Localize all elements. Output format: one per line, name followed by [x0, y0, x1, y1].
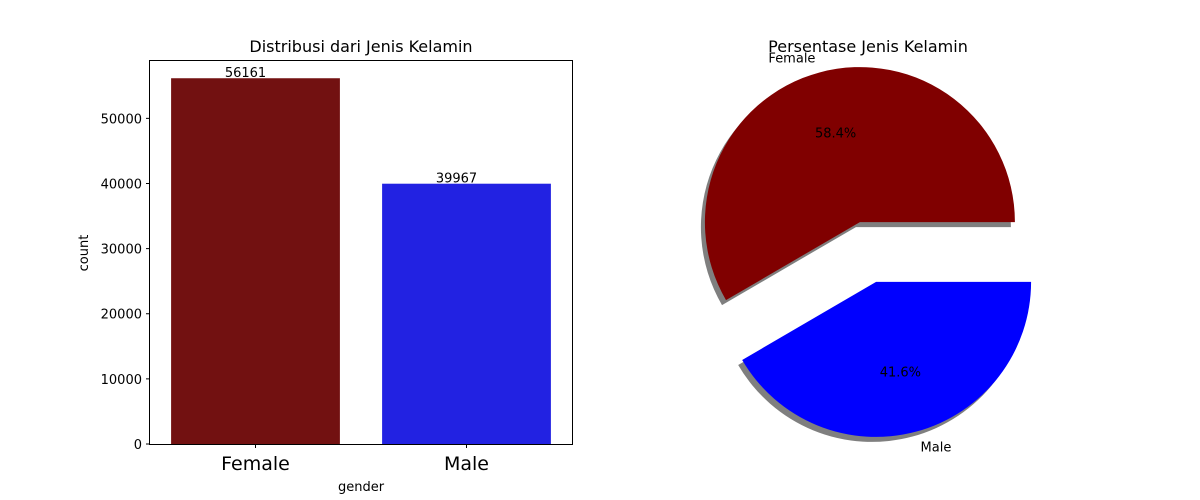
pie-slices [704, 67, 1032, 437]
pie-label-male: Male [921, 441, 952, 456]
bar-y-axis-label: count [77, 235, 92, 272]
bar-x-tick-label: Female [221, 453, 290, 475]
bar-male [382, 183, 551, 444]
bar-y-tick-label: 50000 [101, 112, 142, 127]
pie-slice-female [704, 67, 1015, 301]
bar-value-label: 39967 [436, 172, 477, 187]
bar-y-tick-label: 30000 [101, 243, 142, 258]
bar-x-tick-label: Male [444, 453, 489, 475]
bar-marks: 56161 39967 [171, 66, 551, 444]
bar-y-tick-label: 0 [134, 438, 142, 453]
bar-y-tick-label: 10000 [101, 373, 142, 388]
pie-pct-label-female: 58.4% [815, 126, 856, 141]
pie-chart-title: Persentase Jenis Kelamin [768, 37, 968, 56]
bar-female [171, 78, 340, 444]
bar-y-tick-label: 20000 [101, 308, 142, 323]
pie-pct-label-male: 41.6% [880, 366, 921, 381]
bar-x-axis-label: gender [338, 480, 385, 495]
pie-label-female: Female [768, 51, 815, 66]
bar-value-label: 56161 [225, 66, 266, 81]
bar-plot-frame [149, 60, 573, 445]
pie-chart: Persentase Jenis Kelamin 58.4% Female 41.6… [700, 37, 1032, 456]
bar-y-axis: 0 10000 20000 30000 40000 50000 [101, 112, 150, 453]
pie-slice-male [742, 281, 1032, 437]
bar-chart-title: Distribusi dari Jenis Kelamin [249, 37, 472, 56]
bar-chart: Distribusi dari Jenis Kelamin 56161 39967… [77, 37, 573, 495]
bar-y-tick-label: 40000 [101, 177, 142, 192]
pie-labels: 58.4% Female 41.6% Male [768, 51, 951, 455]
bar-x-axis: Female Male [221, 444, 489, 475]
